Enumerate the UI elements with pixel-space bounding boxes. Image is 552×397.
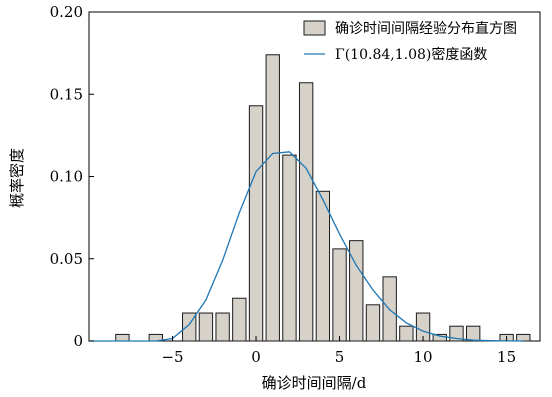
x-tick-label: 15	[497, 348, 516, 366]
y-axis-ticks: 0 0.05 0.10 0.15 0.20	[50, 3, 94, 350]
y-tick-label: 0	[73, 332, 83, 350]
gamma-density-curve	[89, 151, 524, 342]
histogram-bar	[232, 297, 247, 342]
histogram-bar	[449, 325, 464, 342]
x-tick-label: 10	[414, 348, 433, 366]
histogram-bar	[265, 54, 280, 342]
histogram-bar	[466, 325, 481, 342]
x-tick-label: −5	[161, 348, 183, 366]
x-tick-label: 0	[251, 348, 261, 366]
histogram-bar	[332, 248, 347, 342]
y-tick-label: 0.05	[50, 250, 83, 268]
histogram-bar	[432, 333, 447, 342]
y-tick-label: 0.20	[50, 3, 83, 21]
y-axis-title: 概率密度	[8, 148, 26, 208]
histogram-bar	[315, 190, 331, 342]
x-tick-label: 5	[335, 348, 345, 366]
histogram-bar	[115, 333, 130, 342]
histogram-bar	[282, 154, 297, 342]
legend: 确诊时间间隔经验分布直方图 Γ(10.84,1.08)密度函数	[303, 20, 517, 63]
x-axis-title: 确诊时间间隔/d	[262, 374, 367, 392]
histogram-bar	[349, 240, 364, 342]
histogram-bar	[516, 333, 531, 342]
x-axis-ticks: −5 0 5 10 15	[161, 336, 516, 366]
histogram-bar	[215, 312, 230, 342]
legend-bar-label: 确诊时间间隔经验分布直方图	[335, 20, 517, 37]
histogram-bar	[399, 325, 414, 342]
legend-bar-swatch	[303, 20, 326, 36]
histogram-bar	[298, 82, 314, 342]
y-tick-label: 0.15	[50, 85, 83, 103]
y-tick-label: 0.10	[50, 168, 83, 186]
histogram-bar	[365, 304, 381, 342]
histogram-bars	[115, 54, 531, 342]
legend-curve-label: Γ(10.84,1.08)密度函数	[335, 46, 487, 63]
histogram-bar	[198, 312, 214, 342]
histogram-bar	[248, 105, 264, 342]
